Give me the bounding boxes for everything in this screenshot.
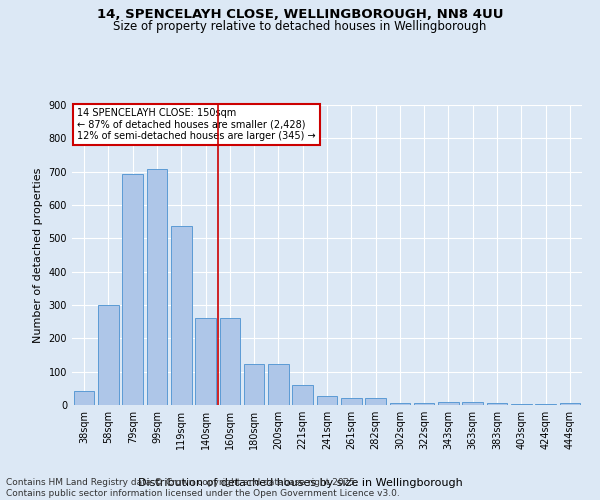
Bar — [317, 396, 337, 405]
Text: Contains HM Land Registry data © Crown copyright and database right 2025.
Contai: Contains HM Land Registry data © Crown c… — [6, 478, 400, 498]
Text: 14, SPENCELAYH CLOSE, WELLINGBOROUGH, NN8 4UU: 14, SPENCELAYH CLOSE, WELLINGBOROUGH, NN… — [97, 8, 503, 20]
Bar — [146, 170, 167, 405]
Bar — [268, 364, 289, 405]
Bar — [220, 318, 240, 405]
Text: 14 SPENCELAYH CLOSE: 150sqm
← 87% of detached houses are smaller (2,428)
12% of : 14 SPENCELAYH CLOSE: 150sqm ← 87% of det… — [77, 108, 316, 141]
Bar — [438, 402, 459, 405]
Y-axis label: Number of detached properties: Number of detached properties — [33, 168, 43, 342]
Bar — [389, 404, 410, 405]
Bar — [171, 226, 191, 405]
Bar — [341, 398, 362, 405]
Text: Distribution of detached houses by size in Wellingborough: Distribution of detached houses by size … — [137, 478, 463, 488]
Bar — [414, 404, 434, 405]
Bar — [365, 398, 386, 405]
Bar — [244, 364, 265, 405]
Text: Size of property relative to detached houses in Wellingborough: Size of property relative to detached ho… — [113, 20, 487, 33]
Bar — [292, 385, 313, 405]
Bar — [463, 402, 483, 405]
Bar — [74, 391, 94, 405]
Bar — [122, 174, 143, 405]
Bar — [98, 305, 119, 405]
Bar — [195, 318, 216, 405]
Bar — [487, 404, 508, 405]
Bar — [560, 402, 580, 405]
Bar — [511, 404, 532, 405]
Bar — [535, 404, 556, 405]
